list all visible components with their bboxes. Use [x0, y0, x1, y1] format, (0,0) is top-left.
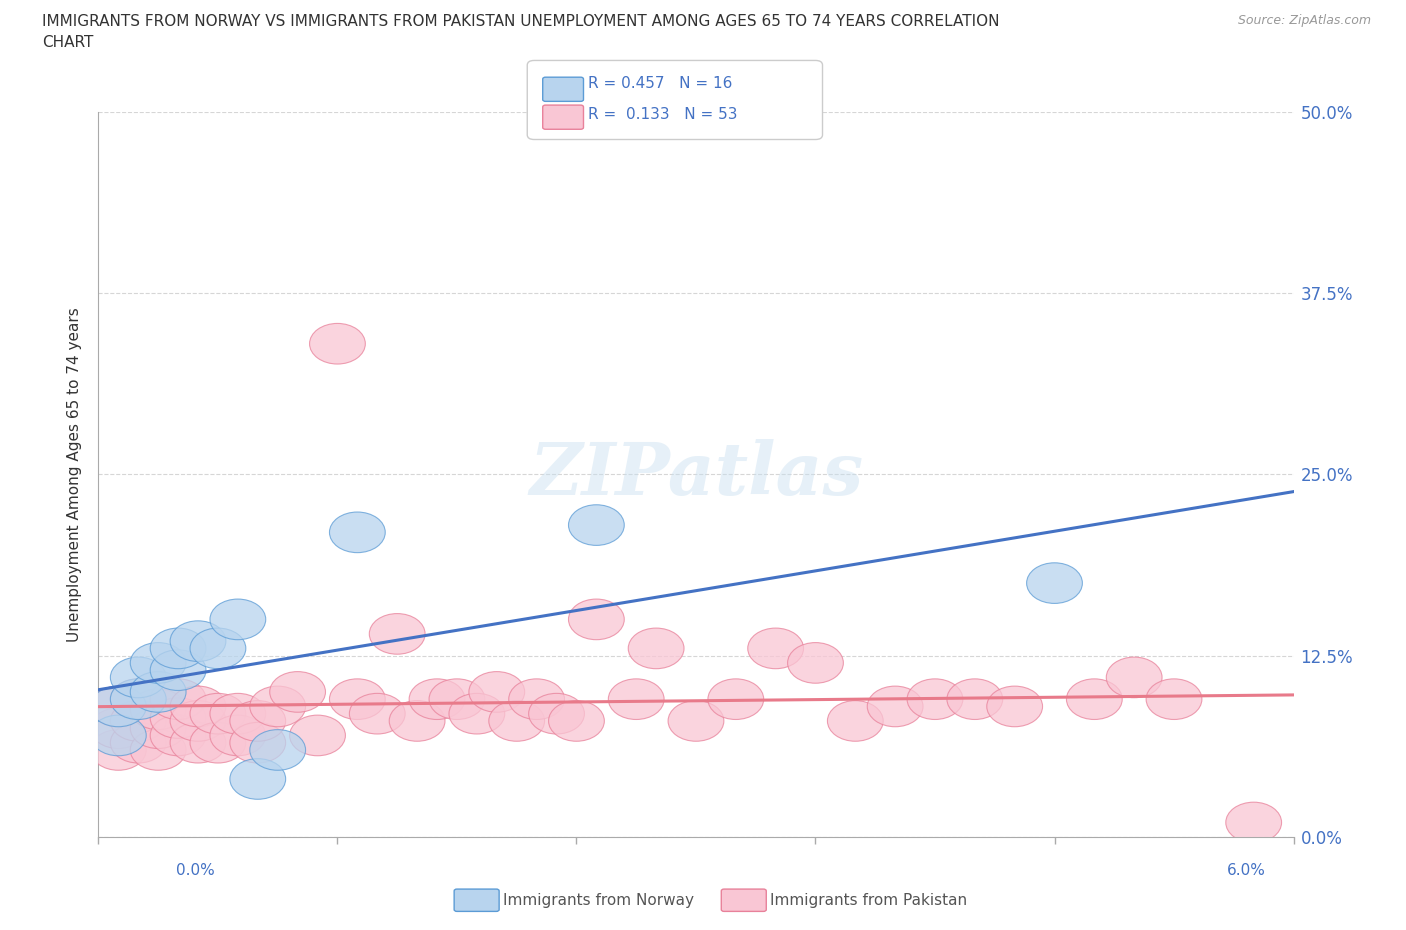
Ellipse shape — [568, 599, 624, 640]
Ellipse shape — [150, 698, 207, 738]
Ellipse shape — [509, 679, 565, 720]
Ellipse shape — [90, 730, 146, 770]
Text: IMMIGRANTS FROM NORWAY VS IMMIGRANTS FROM PAKISTAN UNEMPLOYMENT AMONG AGES 65 TO: IMMIGRANTS FROM NORWAY VS IMMIGRANTS FRO… — [42, 14, 1000, 29]
Ellipse shape — [170, 723, 226, 763]
Ellipse shape — [131, 643, 186, 684]
Ellipse shape — [190, 694, 246, 734]
Ellipse shape — [231, 723, 285, 763]
Ellipse shape — [131, 730, 186, 770]
Ellipse shape — [489, 700, 544, 741]
Ellipse shape — [1107, 658, 1163, 698]
Ellipse shape — [609, 679, 664, 720]
Ellipse shape — [209, 715, 266, 756]
Ellipse shape — [111, 723, 166, 763]
Ellipse shape — [370, 614, 425, 654]
Ellipse shape — [150, 715, 207, 756]
Ellipse shape — [270, 671, 326, 712]
Text: R = 0.457   N = 16: R = 0.457 N = 16 — [588, 76, 733, 91]
Ellipse shape — [828, 700, 883, 741]
Ellipse shape — [170, 621, 226, 661]
Ellipse shape — [907, 679, 963, 720]
Ellipse shape — [1146, 679, 1202, 720]
Ellipse shape — [1226, 803, 1282, 843]
Text: ZIPatlas: ZIPatlas — [529, 439, 863, 510]
Ellipse shape — [209, 694, 266, 734]
Text: 0.0%: 0.0% — [176, 863, 215, 878]
Text: Immigrants from Norway: Immigrants from Norway — [503, 893, 695, 908]
Ellipse shape — [250, 686, 305, 726]
Ellipse shape — [350, 694, 405, 734]
Ellipse shape — [131, 689, 186, 730]
Ellipse shape — [111, 658, 166, 698]
Ellipse shape — [329, 512, 385, 552]
Ellipse shape — [987, 686, 1043, 726]
Ellipse shape — [409, 679, 465, 720]
Ellipse shape — [231, 700, 285, 741]
Ellipse shape — [748, 628, 804, 669]
Ellipse shape — [429, 679, 485, 720]
Ellipse shape — [628, 628, 685, 669]
Ellipse shape — [548, 700, 605, 741]
Ellipse shape — [90, 686, 146, 726]
Ellipse shape — [290, 715, 346, 756]
Ellipse shape — [250, 730, 305, 770]
Ellipse shape — [111, 679, 166, 720]
Ellipse shape — [131, 708, 186, 749]
Ellipse shape — [529, 694, 585, 734]
Ellipse shape — [787, 643, 844, 684]
Ellipse shape — [170, 686, 226, 726]
Ellipse shape — [90, 715, 146, 756]
Ellipse shape — [190, 628, 246, 669]
Text: Immigrants from Pakistan: Immigrants from Pakistan — [770, 893, 967, 908]
Ellipse shape — [209, 599, 266, 640]
Ellipse shape — [389, 700, 446, 741]
Ellipse shape — [111, 700, 166, 741]
Ellipse shape — [709, 679, 763, 720]
Ellipse shape — [868, 686, 924, 726]
Ellipse shape — [131, 671, 186, 712]
Ellipse shape — [470, 671, 524, 712]
Ellipse shape — [231, 759, 285, 799]
Y-axis label: Unemployment Among Ages 65 to 74 years: Unemployment Among Ages 65 to 74 years — [67, 307, 83, 642]
Ellipse shape — [449, 694, 505, 734]
Ellipse shape — [150, 628, 207, 669]
Ellipse shape — [150, 650, 207, 690]
Ellipse shape — [90, 686, 146, 726]
Text: R =  0.133   N = 53: R = 0.133 N = 53 — [588, 107, 737, 122]
Ellipse shape — [150, 679, 207, 720]
Ellipse shape — [1026, 563, 1083, 604]
Ellipse shape — [90, 708, 146, 749]
Ellipse shape — [948, 679, 1002, 720]
Ellipse shape — [668, 700, 724, 741]
Ellipse shape — [568, 505, 624, 545]
Text: Source: ZipAtlas.com: Source: ZipAtlas.com — [1237, 14, 1371, 27]
Ellipse shape — [190, 723, 246, 763]
Ellipse shape — [170, 700, 226, 741]
Text: 6.0%: 6.0% — [1226, 863, 1265, 878]
Ellipse shape — [111, 679, 166, 720]
Ellipse shape — [309, 324, 366, 364]
Text: CHART: CHART — [42, 35, 94, 50]
Ellipse shape — [329, 679, 385, 720]
Ellipse shape — [1067, 679, 1122, 720]
